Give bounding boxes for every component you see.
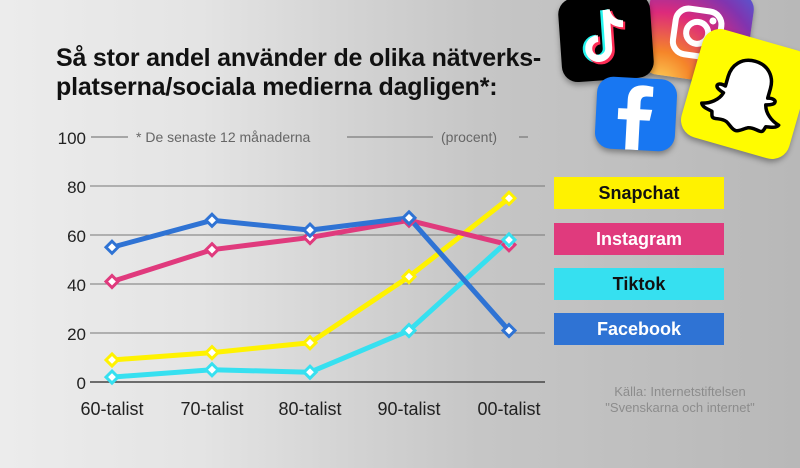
point-facebook-1 bbox=[203, 212, 221, 229]
footnote: * De senaste 12 månaderna bbox=[136, 129, 311, 145]
y-tick-80: 80 bbox=[67, 178, 86, 197]
point-tiktok-2 bbox=[301, 364, 319, 381]
snapchat-icon bbox=[676, 24, 800, 164]
x-tick-90-talist: 90-talist bbox=[377, 399, 440, 419]
source-note: Källa: Internetstiftelsen "Svenskarna oc… bbox=[580, 384, 780, 416]
point-facebook-4 bbox=[500, 322, 518, 339]
point-instagram-1 bbox=[203, 241, 221, 258]
y-tick-labels: 0 20 40 60 80 100 bbox=[58, 129, 86, 393]
x-tick-70-talist: 70-talist bbox=[180, 399, 243, 419]
point-snapchat-2 bbox=[301, 334, 319, 351]
point-snapchat-1 bbox=[203, 344, 221, 361]
y-tick-40: 40 bbox=[67, 276, 86, 295]
source-line-1: Källa: Internetstiftelsen bbox=[614, 384, 746, 399]
point-snapchat-3 bbox=[400, 268, 418, 285]
point-facebook-0 bbox=[103, 239, 121, 256]
point-tiktok-3 bbox=[400, 322, 418, 339]
point-snapchat-4 bbox=[500, 190, 518, 207]
gridlines bbox=[90, 185, 545, 383]
point-tiktok-4 bbox=[500, 231, 518, 249]
point-facebook-2 bbox=[301, 221, 319, 239]
point-instagram-0 bbox=[103, 273, 121, 290]
legend-facebook: Facebook bbox=[554, 313, 724, 345]
chart-title-line-1: Så stor andel använder de olika nätverks… bbox=[56, 44, 542, 72]
legend-snapchat: Snapchat bbox=[554, 177, 724, 209]
legend-instagram: Instagram bbox=[554, 223, 724, 255]
chart-title-line-2: platserna/sociala medierna dagligen*: bbox=[56, 73, 498, 101]
point-snapchat-0 bbox=[103, 351, 121, 369]
x-tick-80-talist: 80-talist bbox=[278, 399, 341, 419]
point-facebook-3 bbox=[400, 209, 418, 226]
facebook-icon bbox=[594, 75, 678, 153]
x-tick-00-talist: 00-talist bbox=[477, 399, 540, 419]
y-tick-0: 0 bbox=[77, 374, 86, 393]
point-tiktok-1 bbox=[203, 361, 221, 378]
chart-title: Så stor andel använder de olika nätverks… bbox=[56, 44, 541, 102]
x-tick-60-talist: 60-talist bbox=[80, 399, 143, 419]
series-lines bbox=[103, 190, 518, 386]
legend-tiktok: Tiktok bbox=[554, 268, 724, 300]
y-tick-20: 20 bbox=[67, 325, 86, 344]
x-tick-labels: 60-talist 70-talist 80-talist 90-talist 00-t… bbox=[80, 399, 540, 419]
header-rule: * De senaste 12 månaderna (procent) bbox=[91, 129, 528, 145]
source-line-2: "Svenskarna och internet" bbox=[605, 400, 755, 415]
tiktok-icon bbox=[557, 0, 655, 84]
point-tiktok-0 bbox=[103, 368, 121, 386]
y-tick-100: 100 bbox=[58, 129, 86, 148]
unit-label: (procent) bbox=[441, 129, 497, 145]
y-tick-60: 60 bbox=[67, 227, 86, 246]
